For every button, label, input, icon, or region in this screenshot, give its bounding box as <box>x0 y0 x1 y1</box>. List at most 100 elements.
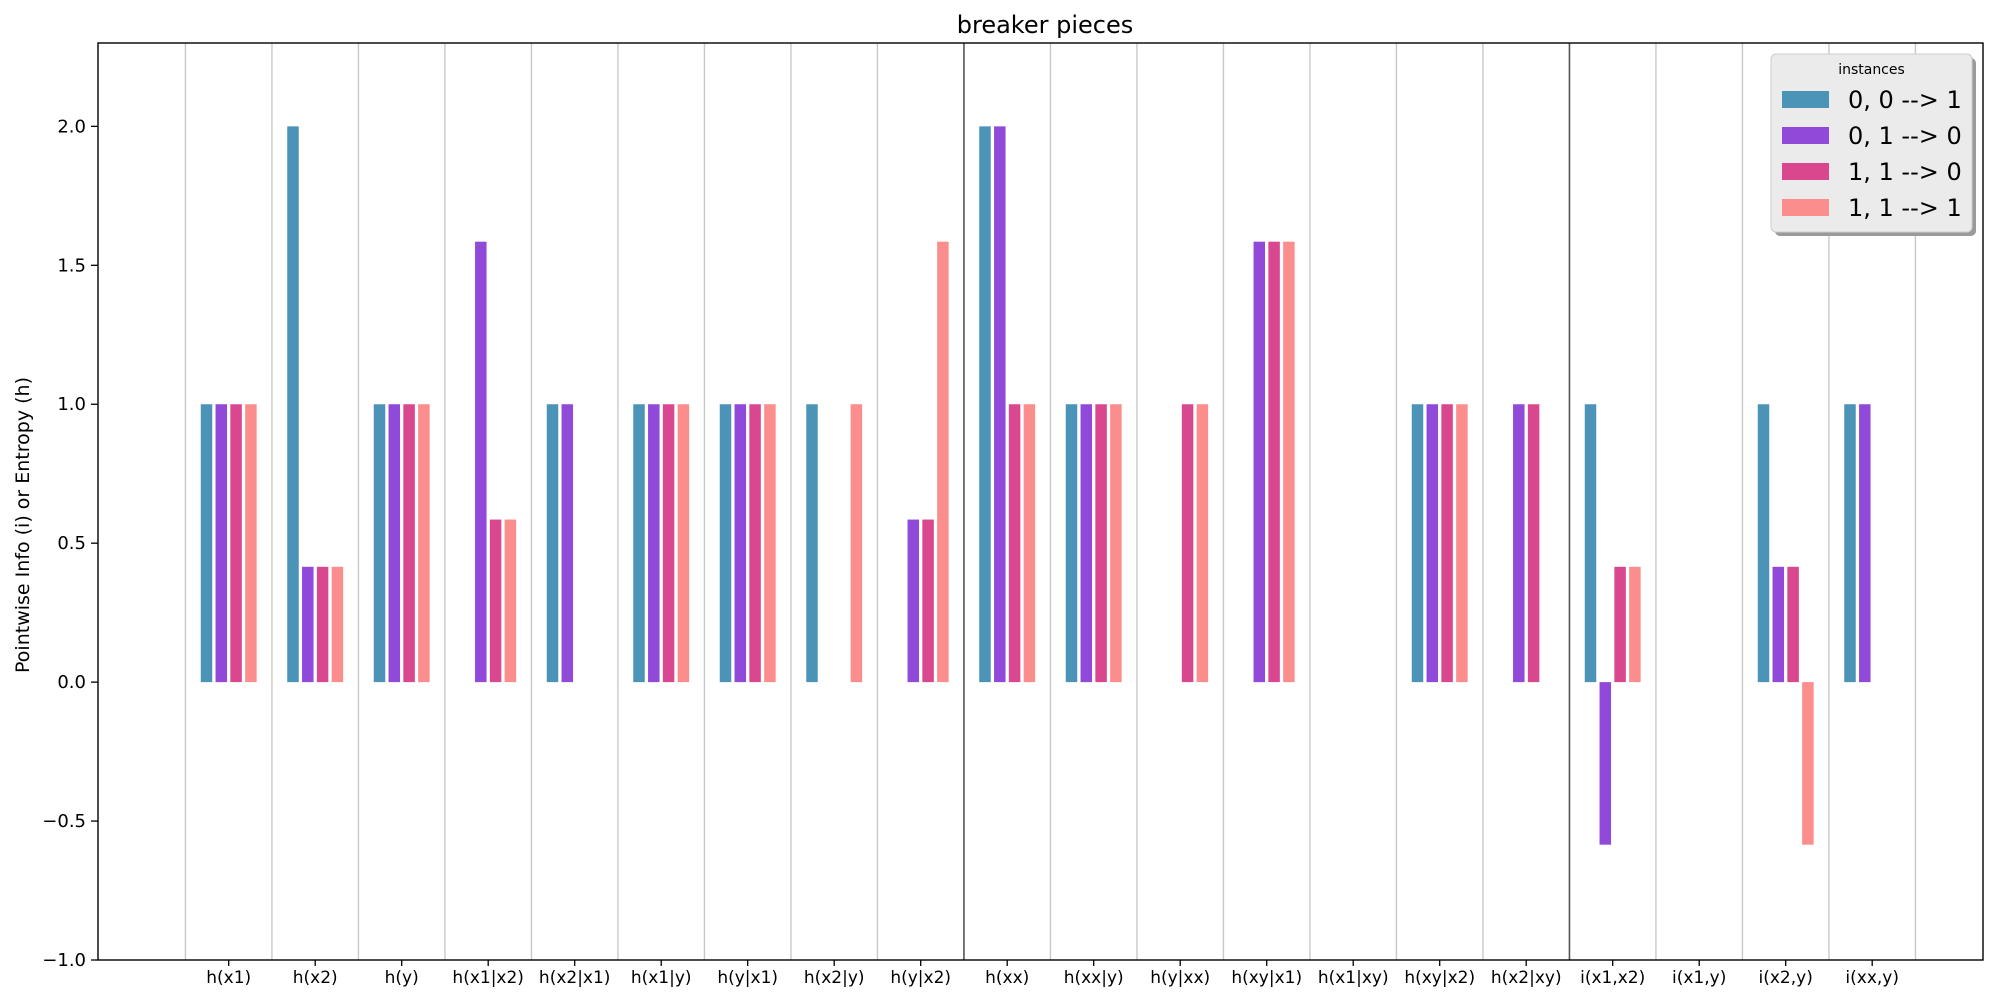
x-tick-label: h(y|xx) <box>1150 968 1210 988</box>
x-tick-label: h(x2|x1) <box>539 968 611 988</box>
bar <box>922 519 934 683</box>
y-tick-label: −1.0 <box>42 950 86 971</box>
bar <box>302 566 314 683</box>
bar <box>648 404 660 683</box>
bar <box>1844 404 1856 683</box>
y-tick-label: 0.0 <box>57 672 86 693</box>
legend-title: instances <box>1838 62 1905 78</box>
bar <box>806 404 818 683</box>
y-tick-label: 1.5 <box>57 255 86 276</box>
bar <box>373 404 386 683</box>
bar <box>1426 404 1439 683</box>
bar <box>1253 241 1266 683</box>
bar <box>1065 404 1078 683</box>
bar <box>200 404 213 683</box>
legend-swatch <box>1782 199 1829 216</box>
bar <box>1023 404 1036 683</box>
bar <box>734 404 747 683</box>
bar <box>489 519 502 683</box>
bar <box>1196 404 1209 683</box>
bar <box>475 241 487 683</box>
x-tick-label: h(x2) <box>293 968 338 988</box>
x-tick-label: h(x2|xy) <box>1491 968 1562 988</box>
legend-label: 0, 1 --> 0 <box>1848 122 1962 150</box>
chart-title: breaker pieces <box>957 11 1133 39</box>
y-tick-label: 2.0 <box>57 116 86 137</box>
bar <box>1787 566 1799 683</box>
bar <box>388 404 401 683</box>
bar <box>937 241 949 683</box>
bar <box>1080 404 1093 683</box>
bar <box>1599 682 1612 845</box>
bar <box>316 566 329 683</box>
bar <box>907 519 920 683</box>
bar <box>561 404 574 683</box>
plot-area: h(x1) h(x2) h(y) h(x1|x2) h(x2|x1) h(x1|y) h(y… <box>42 42 1984 988</box>
x-tick-label: i(x2,y) <box>1759 968 1813 988</box>
bar <box>1614 566 1626 683</box>
bar <box>994 126 1006 683</box>
bar <box>403 404 415 683</box>
x-tick-label: h(x2|y) <box>804 968 865 988</box>
bar <box>418 404 430 683</box>
bar <box>1859 404 1871 683</box>
bar <box>764 404 776 683</box>
bar <box>1008 404 1021 683</box>
bar <box>230 404 242 683</box>
x-tick-label: h(x1|xy) <box>1318 968 1389 988</box>
bar <box>504 519 517 683</box>
y-tick-label: 0.5 <box>57 533 86 554</box>
x-tick-label: i(x1,x2) <box>1580 968 1645 988</box>
y-tick-label: −0.5 <box>42 811 86 832</box>
bar <box>850 404 863 683</box>
bar <box>1411 404 1424 683</box>
bar <box>546 404 559 683</box>
x-tick-label: h(xy|x2) <box>1404 968 1475 988</box>
x-tick-label: h(x1|x2) <box>452 968 524 988</box>
x-tick-label: h(x1) <box>206 968 251 988</box>
bar <box>1095 404 1107 683</box>
bar <box>719 404 732 683</box>
x-tick-label: h(xx) <box>985 968 1029 988</box>
x-tick-label: h(y) <box>385 968 419 988</box>
x-tick-label: h(x1|y) <box>631 968 692 988</box>
bar <box>749 404 761 683</box>
x-tick-label: h(xx|y) <box>1064 968 1124 988</box>
bar <box>979 126 991 683</box>
bar <box>1584 404 1597 683</box>
bar <box>1629 566 1641 683</box>
bar <box>1283 241 1295 683</box>
legend: instances 0, 0 --> 1 0, 1 --> 0 1, 1 --> 0 1… <box>1770 53 1976 236</box>
bar <box>1268 241 1280 683</box>
bar <box>1802 682 1814 845</box>
bar <box>677 404 690 683</box>
legend-label: 1, 1 --> 0 <box>1848 158 1962 186</box>
bar <box>1513 404 1525 683</box>
bar <box>662 404 675 683</box>
y-axis-label: Pointwise Info (i) or Entropy (h) <box>12 377 34 673</box>
bar <box>633 404 645 683</box>
legend-label: 0, 0 --> 1 <box>1848 86 1962 114</box>
bar <box>1772 566 1785 683</box>
legend-label: 1, 1 --> 1 <box>1848 194 1962 222</box>
bar <box>1757 404 1770 683</box>
legend-swatch <box>1782 127 1829 144</box>
bar <box>1456 404 1468 683</box>
bar <box>1181 404 1194 683</box>
bar <box>1527 404 1540 683</box>
bar <box>245 404 257 683</box>
x-tick-label: h(xy|x1) <box>1231 968 1302 988</box>
legend-swatch <box>1782 163 1829 180</box>
bar <box>215 404 228 683</box>
bar <box>1441 404 1453 683</box>
legend-swatch <box>1782 91 1829 108</box>
x-tick-label: i(x1,y) <box>1672 968 1726 988</box>
y-tick-label: 1.0 <box>57 394 86 415</box>
bar <box>287 126 299 683</box>
x-tick-label: h(y|x1) <box>717 968 778 988</box>
x-tick-label: i(xx,y) <box>1845 968 1899 988</box>
x-tick-label: h(y|x2) <box>890 968 951 988</box>
bar <box>331 566 344 683</box>
axes-frame <box>97 42 1984 961</box>
